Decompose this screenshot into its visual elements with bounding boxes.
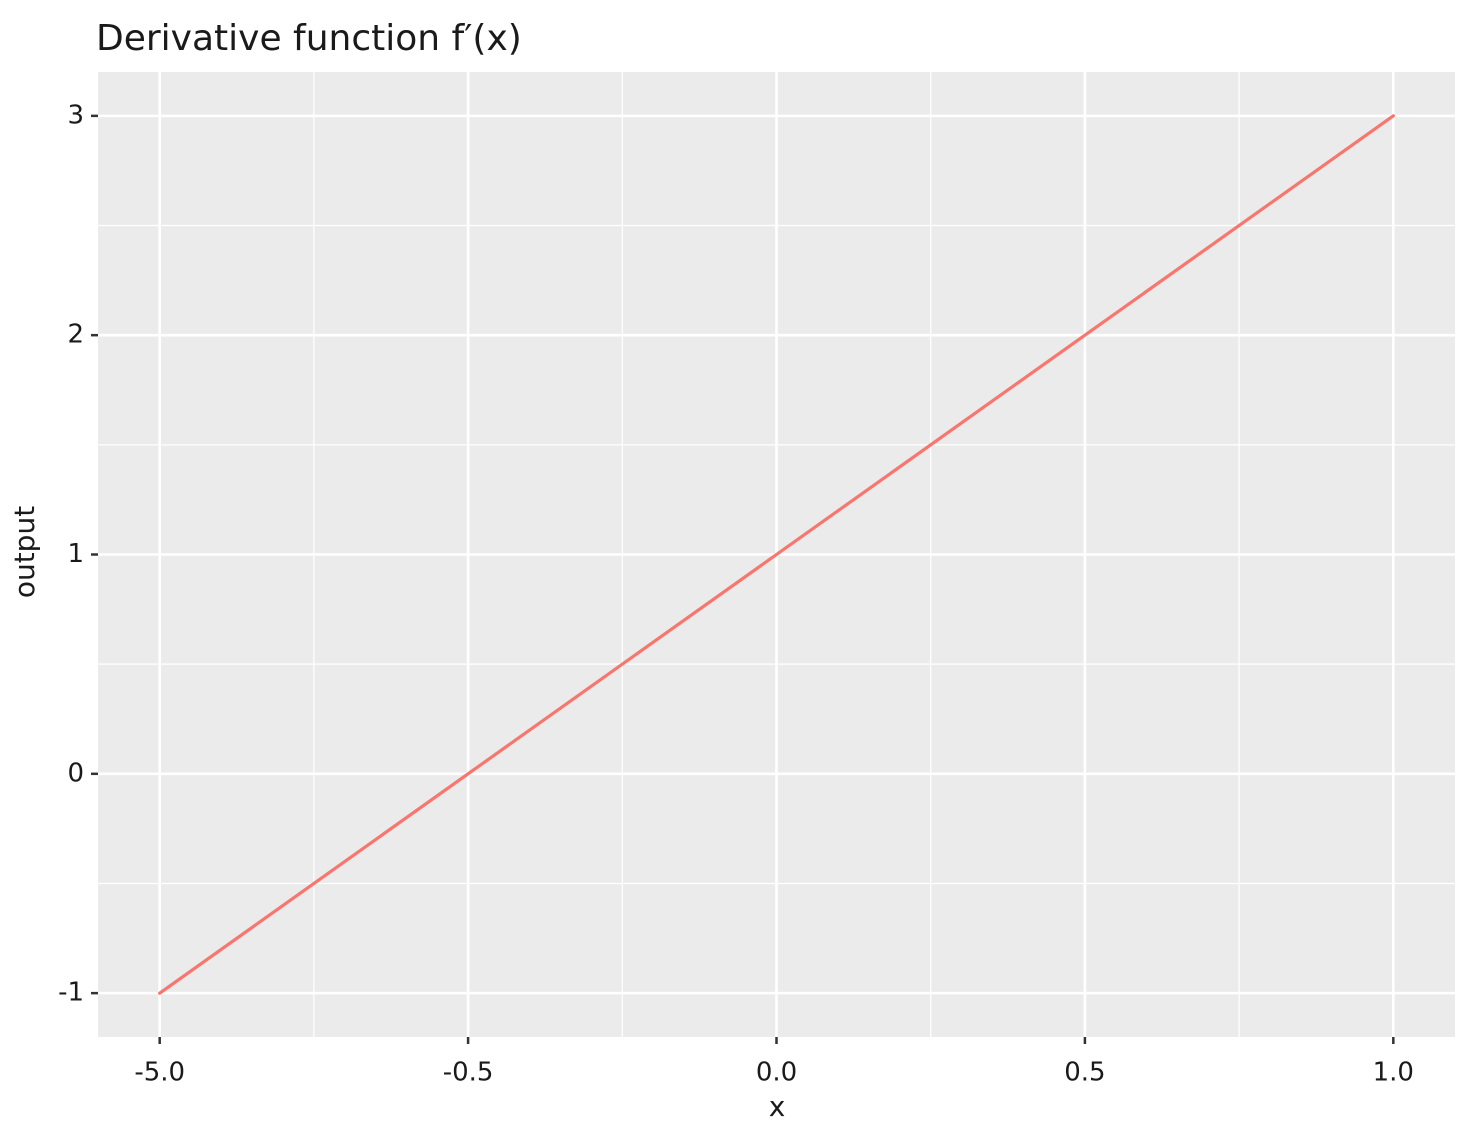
x-tick-label: -0.5 <box>443 1058 494 1088</box>
x-tick-label: -5.0 <box>134 1058 185 1088</box>
chart-title: Derivative function f′(x) <box>96 18 522 59</box>
y-tick-label: 2 <box>67 320 84 350</box>
y-axis-title: output <box>8 506 41 598</box>
line <box>158 114 1395 995</box>
x-tick-label: 0.0 <box>756 1058 797 1088</box>
x-tick-label: 1.0 <box>1373 1058 1414 1088</box>
x-axis-title: x <box>769 1090 786 1123</box>
y-tick-label: 1 <box>67 539 84 569</box>
y-tick-label: 3 <box>67 100 84 130</box>
x-tick-label: 0.5 <box>1064 1058 1105 1088</box>
y-tick-label: 0 <box>67 758 84 788</box>
y-tick-label: -1 <box>58 978 84 1008</box>
